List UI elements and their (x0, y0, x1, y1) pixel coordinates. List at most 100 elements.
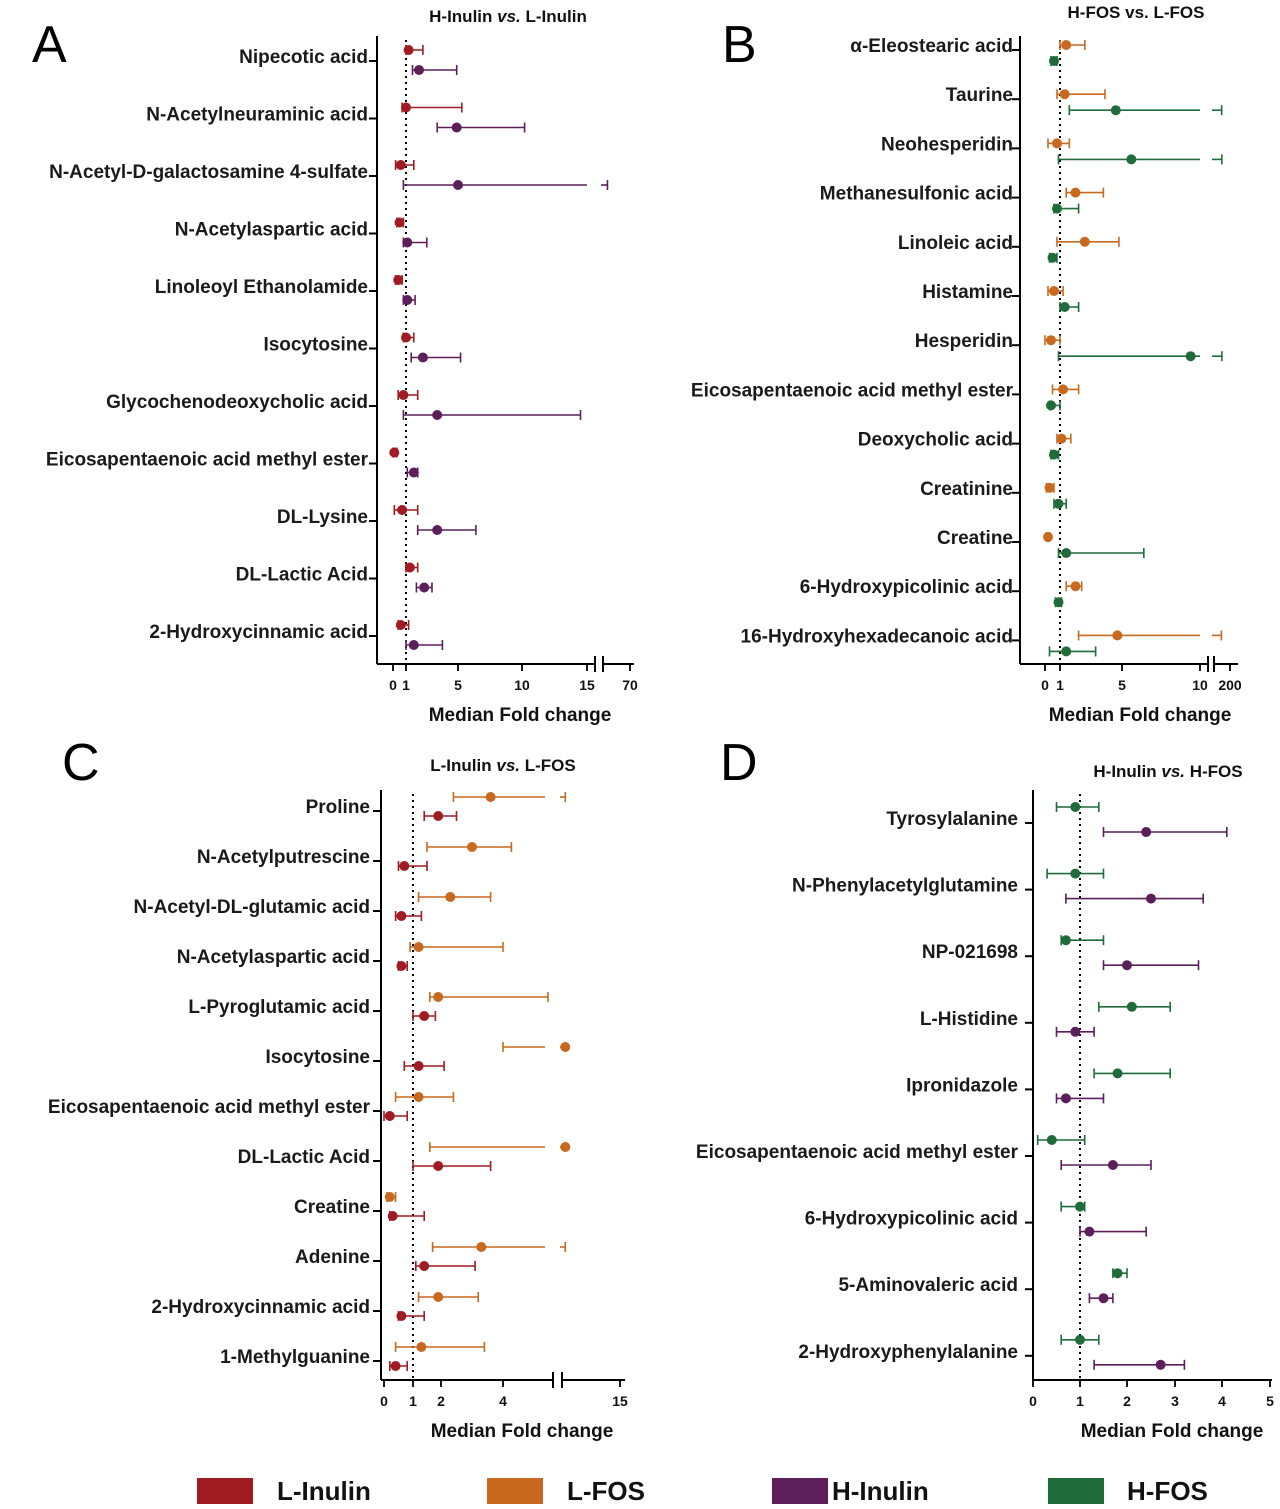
x-axis-label: Median Fold change (1049, 705, 1232, 726)
median-point (1058, 384, 1069, 395)
median-point (476, 1242, 487, 1252)
median-point (445, 892, 456, 902)
median-point (1060, 1093, 1071, 1104)
title-part: vs. (1161, 762, 1185, 781)
error-bar-h-fos (1049, 449, 1060, 460)
legend-swatch-l-fos (487, 1478, 543, 1504)
error-bar-l-fos (384, 1192, 397, 1202)
median-point (1070, 187, 1081, 198)
median-point (1061, 548, 1072, 558)
median-point (1107, 1160, 1118, 1170)
error-bar-h-inulin (410, 352, 462, 363)
error-bar-h-inulin (1102, 960, 1200, 971)
median-point (413, 1092, 424, 1102)
error-bar-h-fos (1093, 1068, 1171, 1079)
error-bar-l-fos (1047, 286, 1064, 296)
title-part: vs. (496, 756, 520, 775)
error-bar-h-fos (1046, 400, 1061, 411)
median-point (397, 505, 408, 515)
error-bar-l-inulin (396, 1311, 426, 1321)
error-bar-h-fos (1068, 105, 1223, 116)
median-point (560, 1142, 571, 1152)
median-point (1070, 1026, 1081, 1037)
legend-label-h-inulin: H-Inulin (832, 1476, 929, 1506)
error-bar-h-fos (1060, 1334, 1100, 1345)
x-tick-label: 5 (1266, 1393, 1274, 1409)
error-bar-h-inulin (436, 122, 526, 133)
median-point (402, 237, 413, 248)
median-point (485, 792, 496, 802)
category-label: Hesperidin (915, 331, 1013, 352)
error-bar-l-inulin (403, 45, 424, 55)
error-bar-h-fos (1059, 302, 1080, 312)
category-label: N-Acetylaspartic acid (175, 220, 368, 241)
x-tick-label: 3 (1171, 1393, 1179, 1409)
category-label: Ipronidazole (906, 1075, 1018, 1096)
median-point (1043, 532, 1053, 542)
error-bar-h-fos (1046, 868, 1105, 879)
category-label: Tyrosylalanine (886, 809, 1018, 830)
median-point (387, 1211, 398, 1221)
median-point (416, 1342, 427, 1352)
median-point (399, 861, 410, 871)
median-point (401, 332, 411, 343)
category-label: Linoleoyl Ethanolamide (155, 277, 368, 298)
error-bar-h-fos (1060, 935, 1105, 946)
legend-label-l-inulin: L-Inulin (277, 1476, 371, 1506)
panel-title: H-Inulin vs. L-Inulin (429, 7, 587, 26)
title-part: L-Inulin (521, 7, 587, 26)
error-bar-h-inulin (416, 525, 477, 535)
error-bar-l-inulin (388, 1361, 409, 1371)
category-label: Deoxycholic acid (858, 430, 1013, 451)
panel-title: H-Inulin vs. H-FOS (1093, 762, 1242, 781)
error-bar-h-fos (1049, 56, 1059, 66)
error-bar-h-inulin (406, 467, 419, 478)
title-part: H-FOS (1185, 762, 1243, 781)
median-point (432, 410, 443, 420)
x-tick-label: 0 (1041, 677, 1049, 693)
category-label: 2-Hydroxycinnamic acid (151, 1297, 370, 1318)
category-label: 2-Hydroxycinnamic acid (149, 622, 368, 643)
category-label: DL-Lysine (277, 507, 368, 528)
category-label: L-Pyroglutamic acid (188, 997, 370, 1018)
error-bar-l-inulin (394, 217, 405, 228)
x-tick-label: 4 (499, 1393, 507, 1409)
median-point (1185, 351, 1196, 362)
category-label: Eicosapentaenoic acid methyl ester (691, 380, 1014, 401)
x-tick-label: 1 (1076, 1393, 1084, 1409)
median-point (395, 160, 406, 170)
category-label: Eicosapentaenoic acid methyl ester (46, 450, 369, 471)
legend-swatch-h-fos (1048, 1478, 1104, 1504)
median-point (393, 275, 404, 285)
panel-letter: C (62, 734, 100, 792)
median-point (384, 1192, 395, 1202)
category-label: Eicosapentaenoic acid methyl ester (696, 1142, 1019, 1163)
median-point (419, 582, 430, 593)
error-bar-l-fos (1044, 482, 1055, 493)
category-label: N-Acetylaspartic acid (177, 947, 370, 968)
error-bar-h-fos (1060, 1201, 1086, 1212)
error-bar-l-inulin (397, 390, 419, 400)
median-point (1049, 449, 1059, 460)
panel-letter: B (722, 16, 757, 74)
median-point (1059, 89, 1070, 100)
median-point (413, 1061, 424, 1071)
error-bar-h-inulin (1088, 1293, 1114, 1304)
median-point (396, 911, 407, 921)
category-label: N-Acetyl-D-galactosamine 4-sulfate (49, 162, 368, 183)
error-bar-l-fos (1047, 138, 1071, 149)
error-bar-l-inulin (395, 620, 410, 630)
median-point (467, 842, 477, 852)
error-bar-l-inulin (394, 911, 423, 921)
error-bar-h-fos (1112, 1268, 1128, 1279)
median-point (1098, 1293, 1109, 1304)
error-bar-l-fos (1059, 40, 1086, 50)
error-bar-h-inulin (402, 237, 428, 248)
category-label: DL-Lactic Acid (238, 1147, 370, 1168)
x-tick-label: 0 (1029, 1393, 1037, 1409)
category-label: Creatine (937, 528, 1013, 549)
median-point (401, 102, 411, 113)
error-bar-h-fos (1036, 1135, 1086, 1145)
error-bar-l-inulin (403, 1061, 445, 1071)
